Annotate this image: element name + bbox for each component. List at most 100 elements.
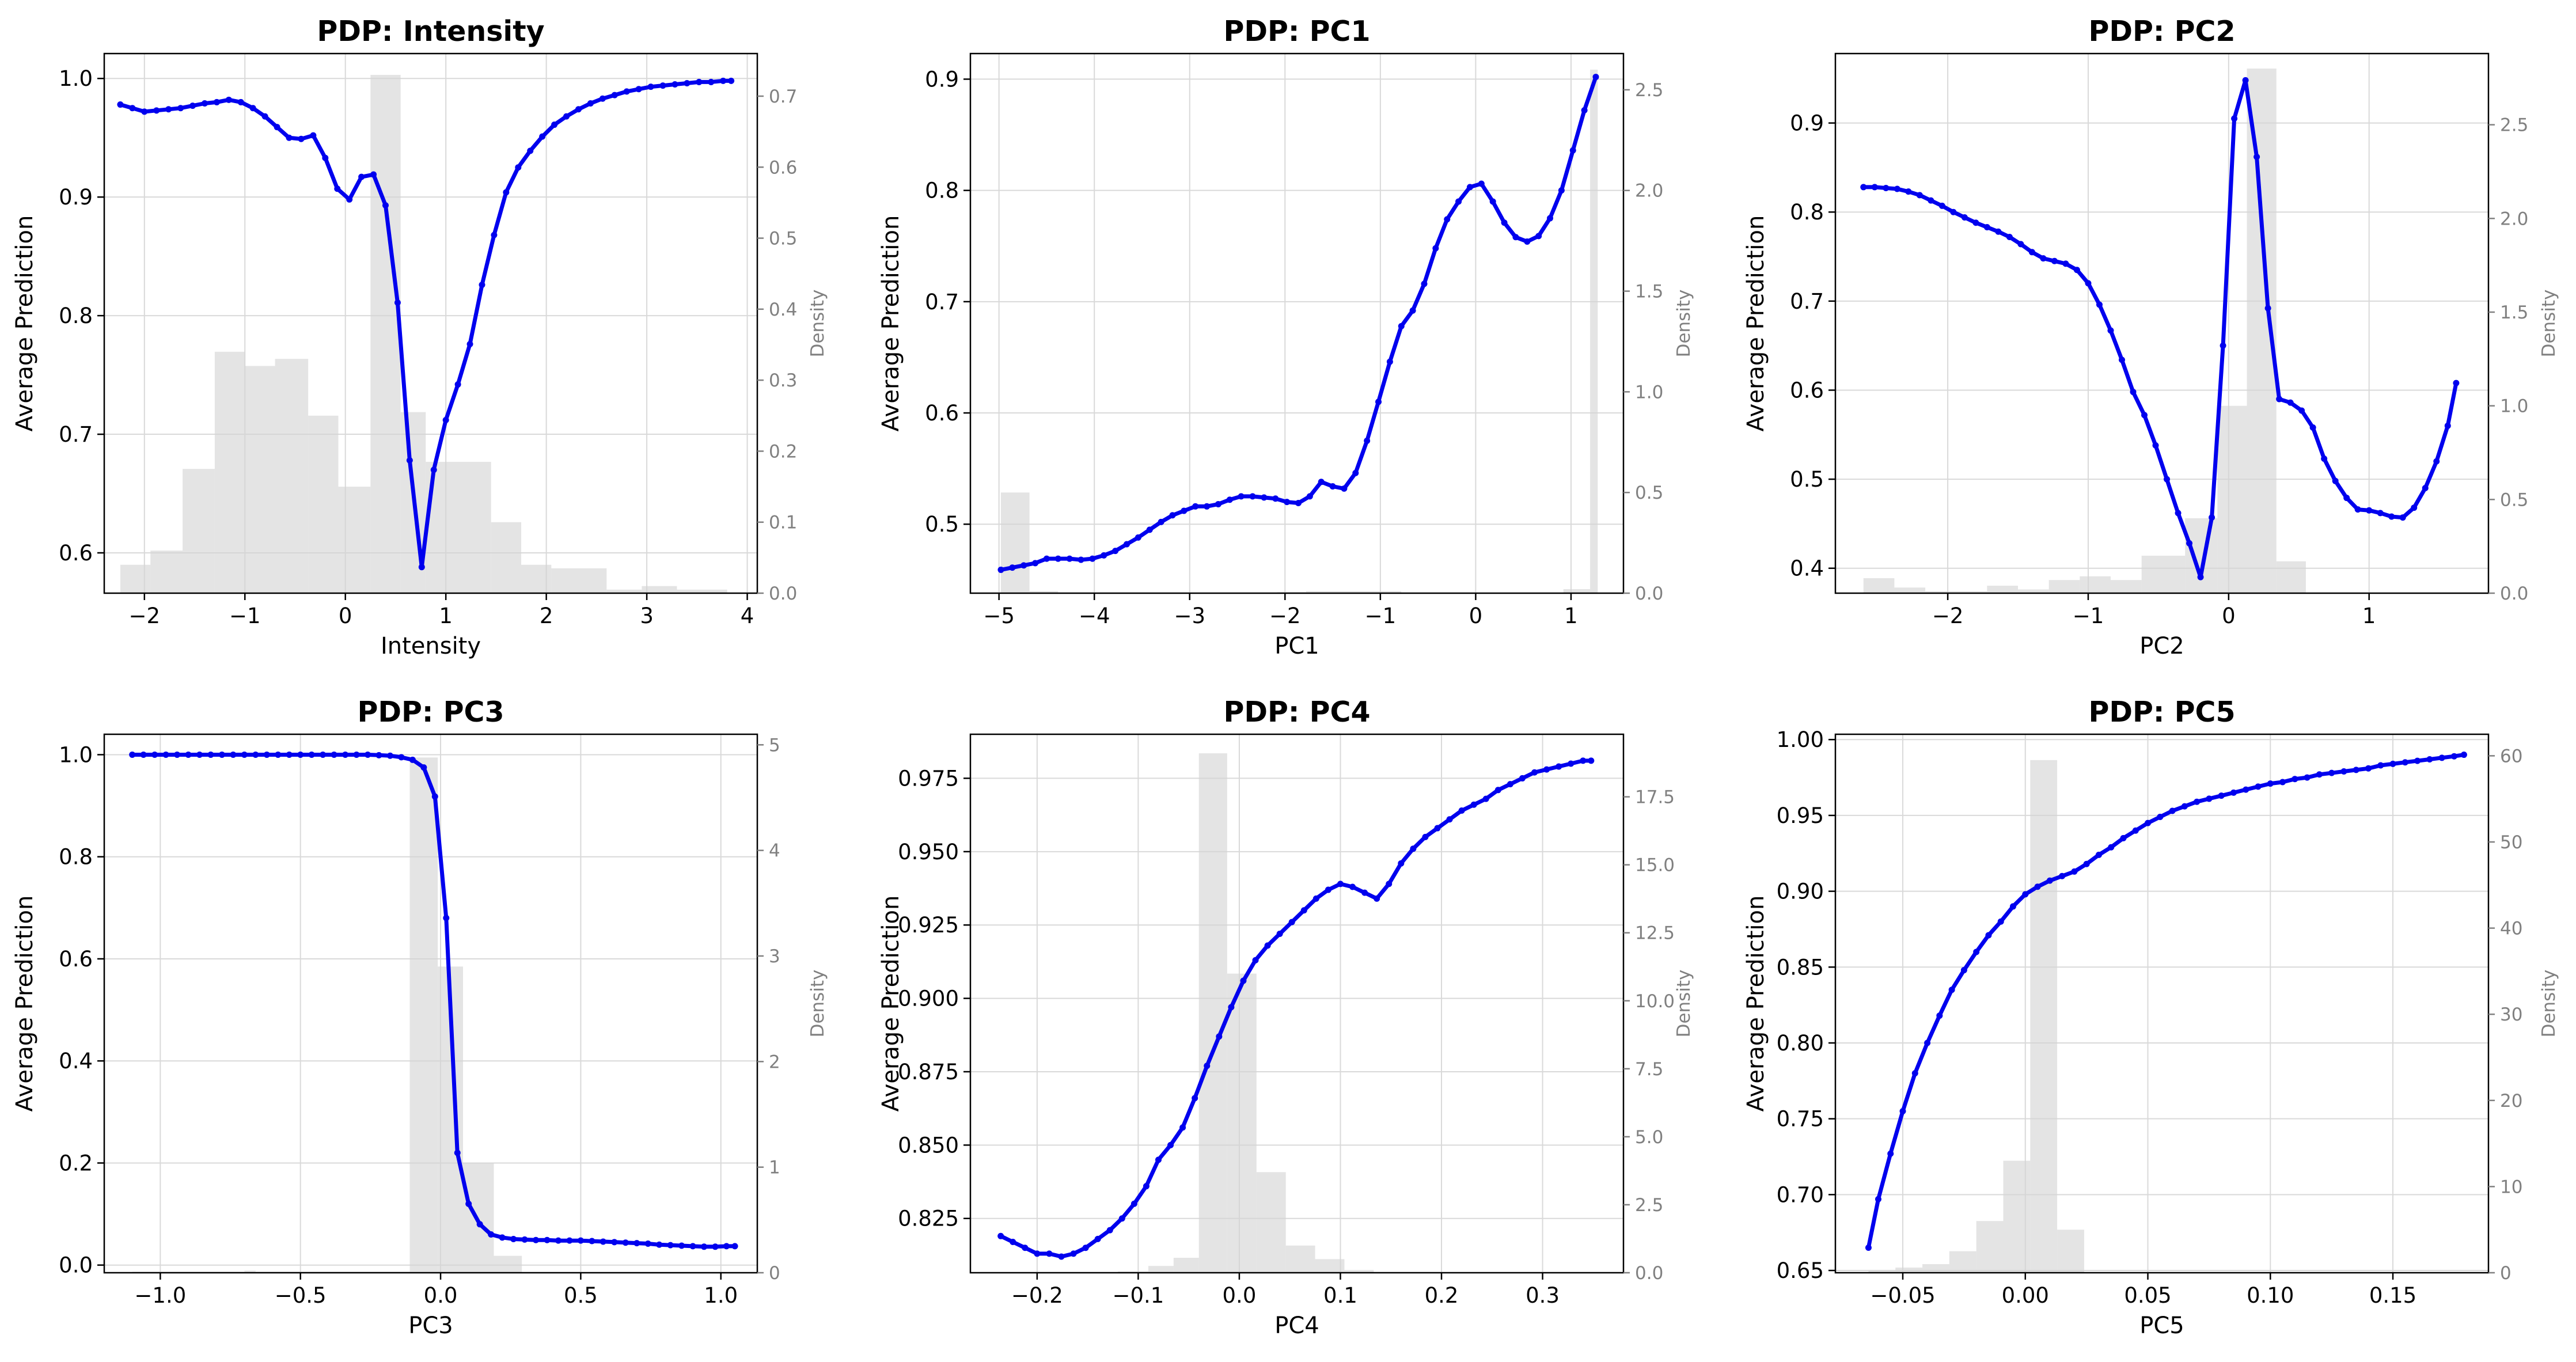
pdp-point (503, 189, 510, 196)
pdp-point (2264, 305, 2271, 312)
y-tick-label: 0.6 (59, 541, 93, 566)
density-bar (1987, 585, 2019, 593)
pdp-point (129, 105, 136, 112)
x-tick-label: 0 (2222, 604, 2236, 628)
x-tick-label: −2 (1932, 604, 1964, 628)
pdp-point (1899, 1108, 1906, 1114)
pdp-point (589, 1238, 595, 1245)
pdp-point (261, 113, 268, 120)
density-bar (1306, 591, 1402, 593)
pdp-point (1034, 1250, 1041, 1257)
pdp-point (1938, 202, 1945, 209)
pdp-point (1519, 775, 1526, 781)
pdp-point (2120, 834, 2127, 841)
chart-panel-5: −0.2 −0.1 0.0 0.1 0.2 0.3 0.825 0.850 0.875 0.900… (878, 696, 1694, 1339)
pdp-point (2145, 820, 2152, 826)
pdp-point (162, 751, 169, 758)
pdp-point (2220, 342, 2226, 349)
pdp-point (1046, 1250, 1053, 1257)
x-tick-label: 4 (741, 604, 754, 628)
pdp-point (2209, 514, 2215, 521)
y-tick-label: 0.9 (59, 185, 93, 210)
pdp-point (1983, 224, 1990, 231)
pdp-point (2426, 756, 2433, 762)
chart-panel-3: −2 −1 0 1 0.4 0.5 0.6 0.7 0.8 0.9 0.0 0.5 1.0 1.5 2.0 2… (1743, 15, 2559, 659)
pdp-point (1143, 1183, 1149, 1190)
density-bar (2110, 580, 2142, 593)
density-tick-label: 2.0 (2500, 208, 2528, 229)
pdp-point (2309, 424, 2316, 431)
pdp-point (1106, 1227, 1113, 1234)
x-tick-label: 0.0 (1223, 1283, 1257, 1308)
pdp-point (1997, 918, 2004, 925)
pdp-point (1276, 930, 1283, 937)
pdp-point (1325, 886, 1331, 893)
pdp-point (1928, 197, 1934, 204)
pdp-point (527, 147, 534, 154)
pdp-point (466, 341, 473, 348)
x-tick-label: −2 (129, 604, 161, 628)
pdp-point (1501, 219, 1508, 226)
pdp-point (2411, 504, 2418, 511)
pdp-point (2298, 407, 2305, 414)
density-tick-label: 1 (769, 1158, 780, 1178)
density-tick-label: 20 (2500, 1091, 2522, 1111)
density-bar (1956, 591, 1987, 593)
y-tick-label: 1.00 (1777, 727, 1824, 752)
y-axis-label: Average Prediction (12, 215, 38, 432)
pdp-point (551, 122, 558, 128)
pdp-point (499, 1234, 506, 1241)
pdp-point (1364, 437, 1371, 444)
pdp-point (635, 86, 642, 93)
pdp-point (1860, 184, 1867, 191)
pdp-point (2164, 476, 2171, 483)
y-axis-label: Average Prediction (1743, 215, 1769, 432)
pdp-point (2034, 883, 2041, 890)
pdp-point (2276, 396, 2283, 403)
density-bar (409, 757, 438, 1273)
pdp-point (225, 96, 232, 103)
pdp-point (1535, 233, 1542, 240)
pdp-point (1494, 787, 1501, 794)
pdp-point (398, 754, 405, 761)
chart-title: PDP: PC2 (2088, 15, 2235, 48)
x-tick-label: 0.05 (2124, 1283, 2171, 1308)
pdp-point (2130, 389, 2137, 396)
pdp-point (274, 124, 280, 131)
density-tick-label: 2.5 (2500, 115, 2528, 136)
pdp-point (189, 103, 196, 109)
pdp-point (2083, 860, 2090, 867)
density-tick-label: 0 (769, 1263, 780, 1284)
pdp-point (1446, 816, 1453, 823)
pdp-point (2028, 249, 2035, 256)
density-bar (2018, 589, 2049, 593)
chart-panel-4: −1.0 −0.5 0.0 0.5 1.0 0.0 0.2 0.4 0.6 0.8 1.0 0 1 2 3 4… (12, 696, 828, 1339)
pdp-point (2402, 759, 2408, 766)
y-tick-label: 0.85 (1777, 955, 1824, 980)
pdp-point (308, 751, 315, 758)
pdp-point (2132, 827, 2139, 834)
pdp-point (2242, 77, 2249, 84)
pdp-point (2141, 412, 2148, 419)
pdp-point (708, 78, 715, 85)
axes-frame (969, 52, 1625, 594)
pdp-point (1082, 1245, 1089, 1251)
density-bar (1895, 1268, 1923, 1273)
x-axis-label: Intensity (381, 633, 481, 659)
density-bar (1285, 1245, 1315, 1273)
x-tick-label: −1 (229, 604, 261, 628)
pdp-point (622, 1239, 629, 1246)
pdp-point (1238, 493, 1245, 500)
pdp-line (1000, 758, 1591, 1259)
y-tick-label: 0.70 (1777, 1182, 1824, 1207)
pdp-point (1374, 895, 1380, 902)
pdp-point (2388, 513, 2395, 520)
pdp-point (2316, 771, 2323, 778)
pdp-point (1470, 801, 1477, 808)
y-tick-label: 0.8 (59, 845, 93, 870)
pdp-point (479, 282, 485, 289)
pdp-point (1306, 493, 1313, 500)
pdp-point (720, 77, 727, 84)
pdp-point (2059, 872, 2066, 879)
pdp-point (678, 1242, 685, 1249)
